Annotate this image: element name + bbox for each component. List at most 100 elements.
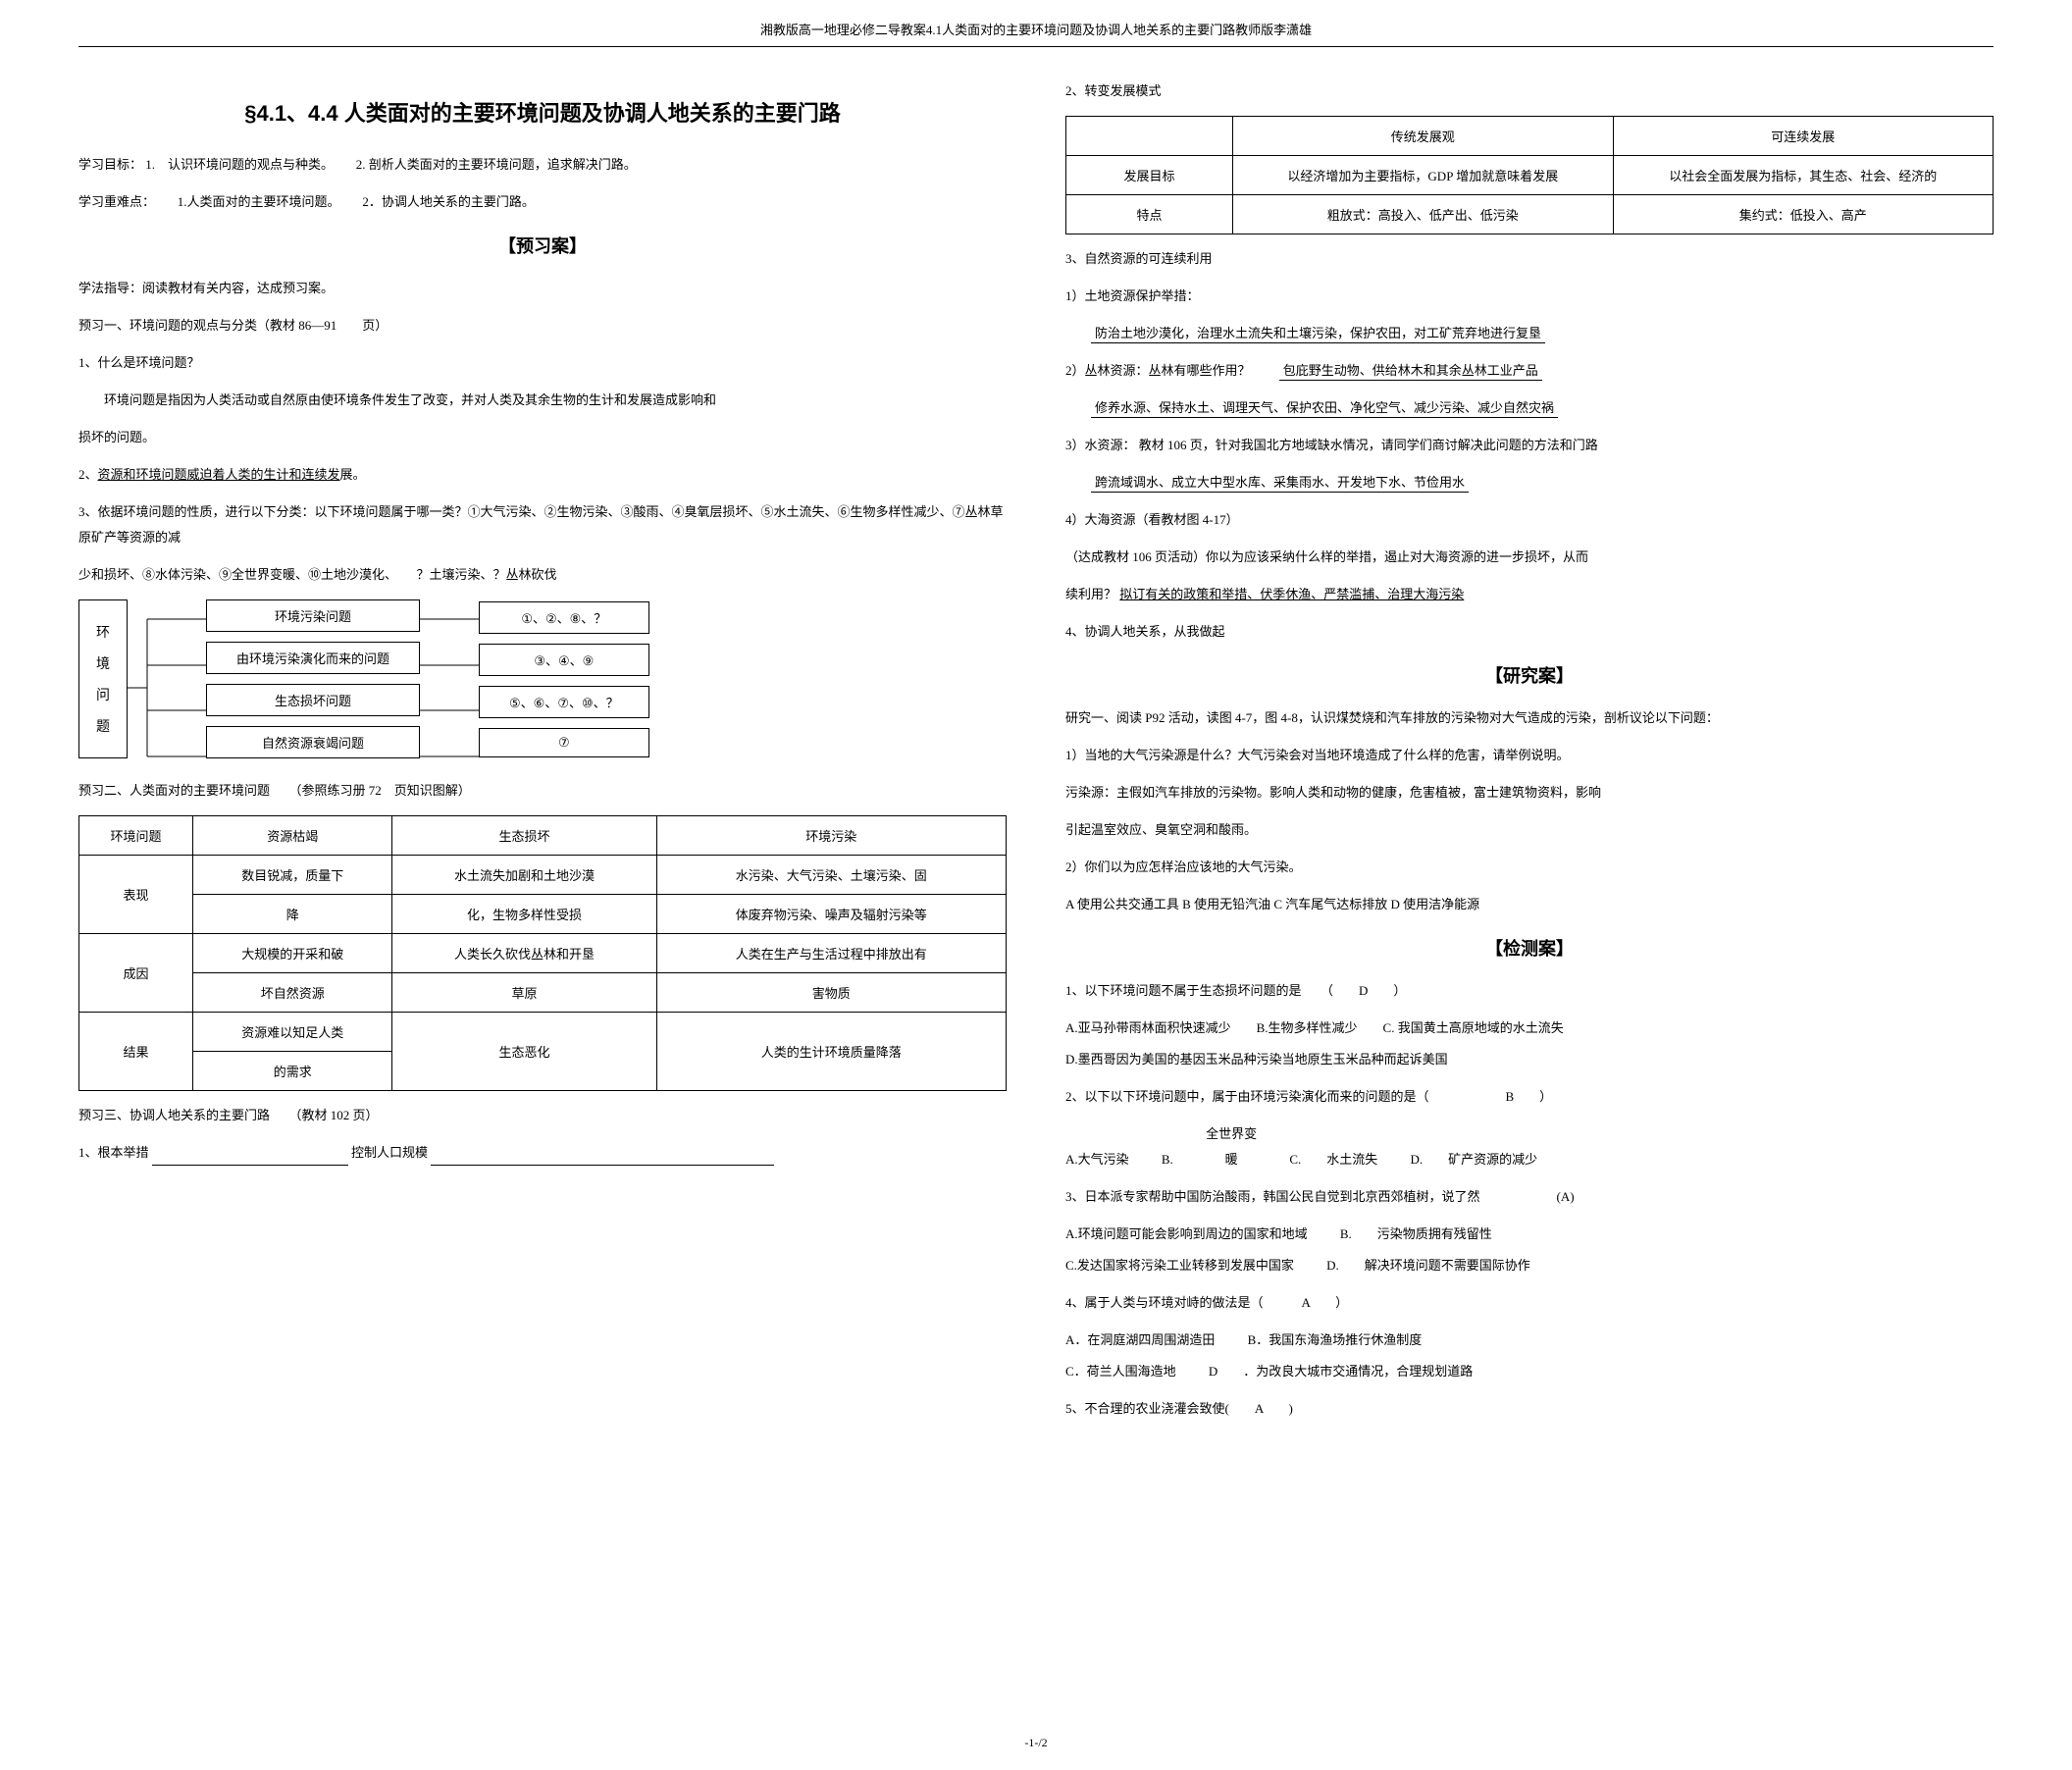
t1-r2-c1b: 坏自然资源	[193, 973, 392, 1013]
r3-1-ans-text: 防治土地沙漠化，治理水土流失和土壤污染，保护农田，对工矿荒弃地进行复垦	[1091, 326, 1545, 343]
t1-r3-label: 结果	[79, 1013, 193, 1091]
diagram-connector-left	[128, 599, 206, 758]
r3-title: 3、自然资源的可连续利用	[1065, 246, 1994, 272]
preview1-title: 预习一、环境问题的观点与分类（教材 86—91 页）	[78, 313, 1007, 338]
q2: 2、资源和环境问题威迫着人类的生计和连续发展。	[78, 462, 1007, 488]
t3-opts-ab: A.环境问题可能会影响到周边的国家和地域 B. 污染物质拥有残留性	[1065, 1222, 1994, 1247]
t1-r1-c1a: 数目锐减，质量下	[193, 856, 392, 895]
blank-1	[152, 1150, 348, 1166]
t2-r1-c2: 以社会全面发展为指标，其生态、社会、经济的	[1613, 156, 1993, 195]
t4-opts-ab: A．在洞庭湖四周围湖造田 B．我国东海渔场推行休渔制度	[1065, 1328, 1994, 1353]
t5-q: 5、不合理的农业浇灌会致使( A )	[1065, 1396, 1994, 1422]
res1-2: 污染源：主假如汽车排放的污染物。影响人类和动物的健康，危害植被，富士建筑物资料，…	[1065, 780, 1994, 806]
r3-4c: 续利用？ 拟订有关的政策和举措、伏季休渔、严禁滥捕、治理大海污染	[1065, 582, 1994, 607]
r3-4c-ans: 拟订有关的政策和举措、伏季休渔、严禁滥捕、治理大海污染	[1119, 587, 1464, 601]
t2-h0	[1066, 117, 1233, 156]
root-char-2: 境	[96, 653, 110, 673]
r3-2b-text: 修养水源、保持水土、调理天气、保护农田、净化空气、减少污染、减少自然灾祸	[1091, 400, 1558, 418]
goals-row: 学习目标： 1. 认识环境问题的观点与种类。 2. 剖析人类面对的主要环境问题，…	[78, 152, 1007, 178]
t1-h2: 生态损坏	[392, 816, 656, 856]
t2-r2-c2: 集约式：低投入、高产	[1613, 195, 1993, 234]
preview3-title: 预习三、协调人地关系的主要门路 （教材 102 页）	[78, 1103, 1007, 1128]
r3-2: 2）丛林资源：丛林有哪些作用？ 包庇野生动物、供给林木和其余丛林工业产品	[1065, 358, 1994, 384]
goal-2: 2. 剖析人类面对的主要环境问题，追求解决门路。	[356, 157, 637, 172]
t1-r2-label: 成因	[79, 934, 193, 1013]
root-char-3: 问	[96, 685, 110, 704]
t2-r1-c1: 以经济增加为主要指标，GDP 增加就意味着发展	[1233, 156, 1613, 195]
t1-r2-c3a: 人类在生产与生活过程中排放出有	[656, 934, 1006, 973]
p3-1-label: 1、根本举措	[78, 1145, 149, 1160]
diff-label: 学习重难点：	[78, 194, 149, 209]
t3-opts-cd: C.发达国家将污染工业转移到发展中国家 D. 解决环境问题不需要国际协作	[1065, 1253, 1994, 1278]
t3-d: D. 解决环境问题不需要国际协作	[1326, 1258, 1530, 1273]
preview2-title: 预习二、人类面对的主要环境问题 （参照练习册 72 页知识图解）	[78, 778, 1007, 804]
t1-opts: A.亚马孙带雨林面积快速减少 B.生物多样性减少 C. 我国黄土高原地域的水土流…	[1065, 1015, 1994, 1041]
goals-label: 学习目标：	[78, 157, 142, 172]
p3-item1: 1、根本举措 控制人口规模	[78, 1140, 1007, 1166]
t2-r2-c1: 粗放式：高投入、低产出、低污染	[1233, 195, 1613, 234]
ans-ecology: ⑤、⑥、⑦、⑩、？	[479, 686, 649, 718]
t3-a: A.环境问题可能会影响到周边的国家和地域	[1065, 1226, 1308, 1241]
t3-b: B. 污染物质拥有残留性	[1340, 1226, 1492, 1241]
t2-b: B.	[1162, 1152, 1173, 1167]
t1-r2-c2b: 草原	[392, 973, 656, 1013]
cat-resource: 自然资源衰竭问题	[206, 726, 420, 758]
r3-2b: 修养水源、保持水土、调理天气、保护农田、净化空气、减少污染、减少自然灾祸	[1065, 395, 1994, 421]
diagram-connector-right	[420, 599, 479, 758]
difficulty-row: 学习重难点： 1.人类面对的主要环境问题。 2．协调人地关系的主要门路。	[78, 189, 1007, 215]
res2: 2）你们以为应怎样治应该地的大气污染。	[1065, 855, 1994, 880]
t3-c: C.发达国家将污染工业转移到发展中国家	[1065, 1258, 1294, 1273]
diagram-root: 环 境 问 题	[78, 599, 128, 758]
t1-r2-c2a: 人类长久砍伐丛林和开垦	[392, 934, 656, 973]
content-wrapper: §4.1、4.4 人类面对的主要环境问题及协调人地关系的主要门路 学习目标： 1…	[0, 47, 2072, 1453]
t2-r2-label: 特点	[1066, 195, 1233, 234]
t4-b: B．我国东海渔场推行休渔制度	[1248, 1332, 1423, 1347]
diagram-categories: 环境污染问题 由环境污染演化而来的问题 生态损坏问题 自然资源衰竭问题	[206, 599, 420, 758]
t4-q: 4、属于人类与环境对峙的做法是（ A ）	[1065, 1290, 1994, 1316]
r3-1-ans: 防治土地沙漠化，治理水土流失和土壤污染，保护农田，对工矿荒弃地进行复垦	[1065, 321, 1994, 346]
research-section-header: 【研究案】	[1065, 662, 1994, 688]
t1-r1-c2b: 化，生物多样性受损	[392, 895, 656, 934]
t1-r1-c1b: 降	[193, 895, 392, 934]
test-section-header: 【检测案】	[1065, 935, 1994, 961]
t4-opts-cd: C．荷兰人围海造地 D ．为改良大城市交通情况，合理规划道路	[1065, 1359, 1994, 1384]
t2-q: 2、以下以下环境问题中，属于由环境污染演化而来的问题的是（ B ）	[1065, 1084, 1994, 1110]
page-header: 湘教版高一地理必修二导教案4.1人类面对的主要环境问题及协调人地关系的主要门路教…	[78, 0, 1994, 47]
q1: 1、什么是环境问题？	[78, 350, 1007, 376]
t1-h3: 环境污染	[656, 816, 1006, 856]
r2-title: 2、转变发展模式	[1065, 78, 1994, 104]
t1-r3-c1b: 的需求	[193, 1052, 392, 1091]
r3-4: 4）大海资源（看教材图 4-17）	[1065, 507, 1994, 533]
t1-r2-c1a: 大规模的开采和破	[193, 934, 392, 973]
r3-1: 1）土地资源保护举措：	[1065, 284, 1994, 309]
development-mode-table: 传统发展观 可连续发展 发展目标 以经济增加为主要指标，GDP 增加就意味着发展…	[1065, 116, 1994, 234]
root-char-4: 题	[96, 716, 110, 736]
env-problems-table: 环境问题 资源枯竭 生态损坏 环境污染 表现 数目锐减，质量下 水土流失加剧和土…	[78, 815, 1007, 1091]
r3-2-q: 2）丛林资源：丛林有哪些作用？	[1065, 363, 1251, 378]
blank-2	[431, 1150, 774, 1166]
t4-a: A．在洞庭湖四周围湖造田	[1065, 1332, 1215, 1347]
p3-1-ans: 控制人口规模	[351, 1145, 428, 1160]
ans-derived: ③、④、⑨	[479, 644, 649, 676]
t1-r1-c3b: 体废弃物污染、噪声及辐射污染等	[656, 895, 1006, 934]
t2-a: A.大气污染	[1065, 1152, 1129, 1167]
t1-r1-c3a: 水污染、大气污染、土壤污染、固	[656, 856, 1006, 895]
t4-d: D ．为改良大城市交通情况，合理规划道路	[1209, 1364, 1473, 1379]
cat-pollution: 环境污染问题	[206, 599, 420, 632]
t2-opts: A.大气污染 B. 全世界变暖 C. 水土流失 D. 矿产资源的减少	[1065, 1121, 1994, 1172]
t1-q: 1、以下环境问题不属于生态损坏问题的是 （ D ）	[1065, 978, 1994, 1004]
t1-r2-c3b: 害物质	[656, 973, 1006, 1013]
t1-r1-label: 表现	[79, 856, 193, 934]
t1-r3-c3: 人类的生计环境质量降落	[656, 1013, 1006, 1091]
r3-4b: （达成教材 106 页活动）你以为应该采纳什么样的举措，遏止对大海资源的进一步损…	[1065, 545, 1994, 570]
t2-d: D. 矿产资源的减少	[1411, 1152, 1538, 1167]
main-title: §4.1、4.4 人类面对的主要环境问题及协调人地关系的主要门路	[78, 96, 1007, 128]
t2-c: C. 水土流失	[1289, 1152, 1377, 1167]
diff-1: 1.人类面对的主要环境问题。	[178, 194, 334, 209]
t1-r1-c2a: 水土流失加剧和土地沙漠	[392, 856, 656, 895]
r4: 4、协调人地关系，从我做起	[1065, 619, 1994, 645]
page-number: -1-/2	[1024, 1736, 1047, 1750]
t4-c: C．荷兰人围海造地	[1065, 1364, 1176, 1379]
q1-answer-cont: 损坏的问题。	[78, 425, 1007, 450]
t1-opt-d: D.墨西哥因为美国的基因玉米品种污染当地原生玉米品种而起诉美国	[1065, 1047, 1994, 1072]
